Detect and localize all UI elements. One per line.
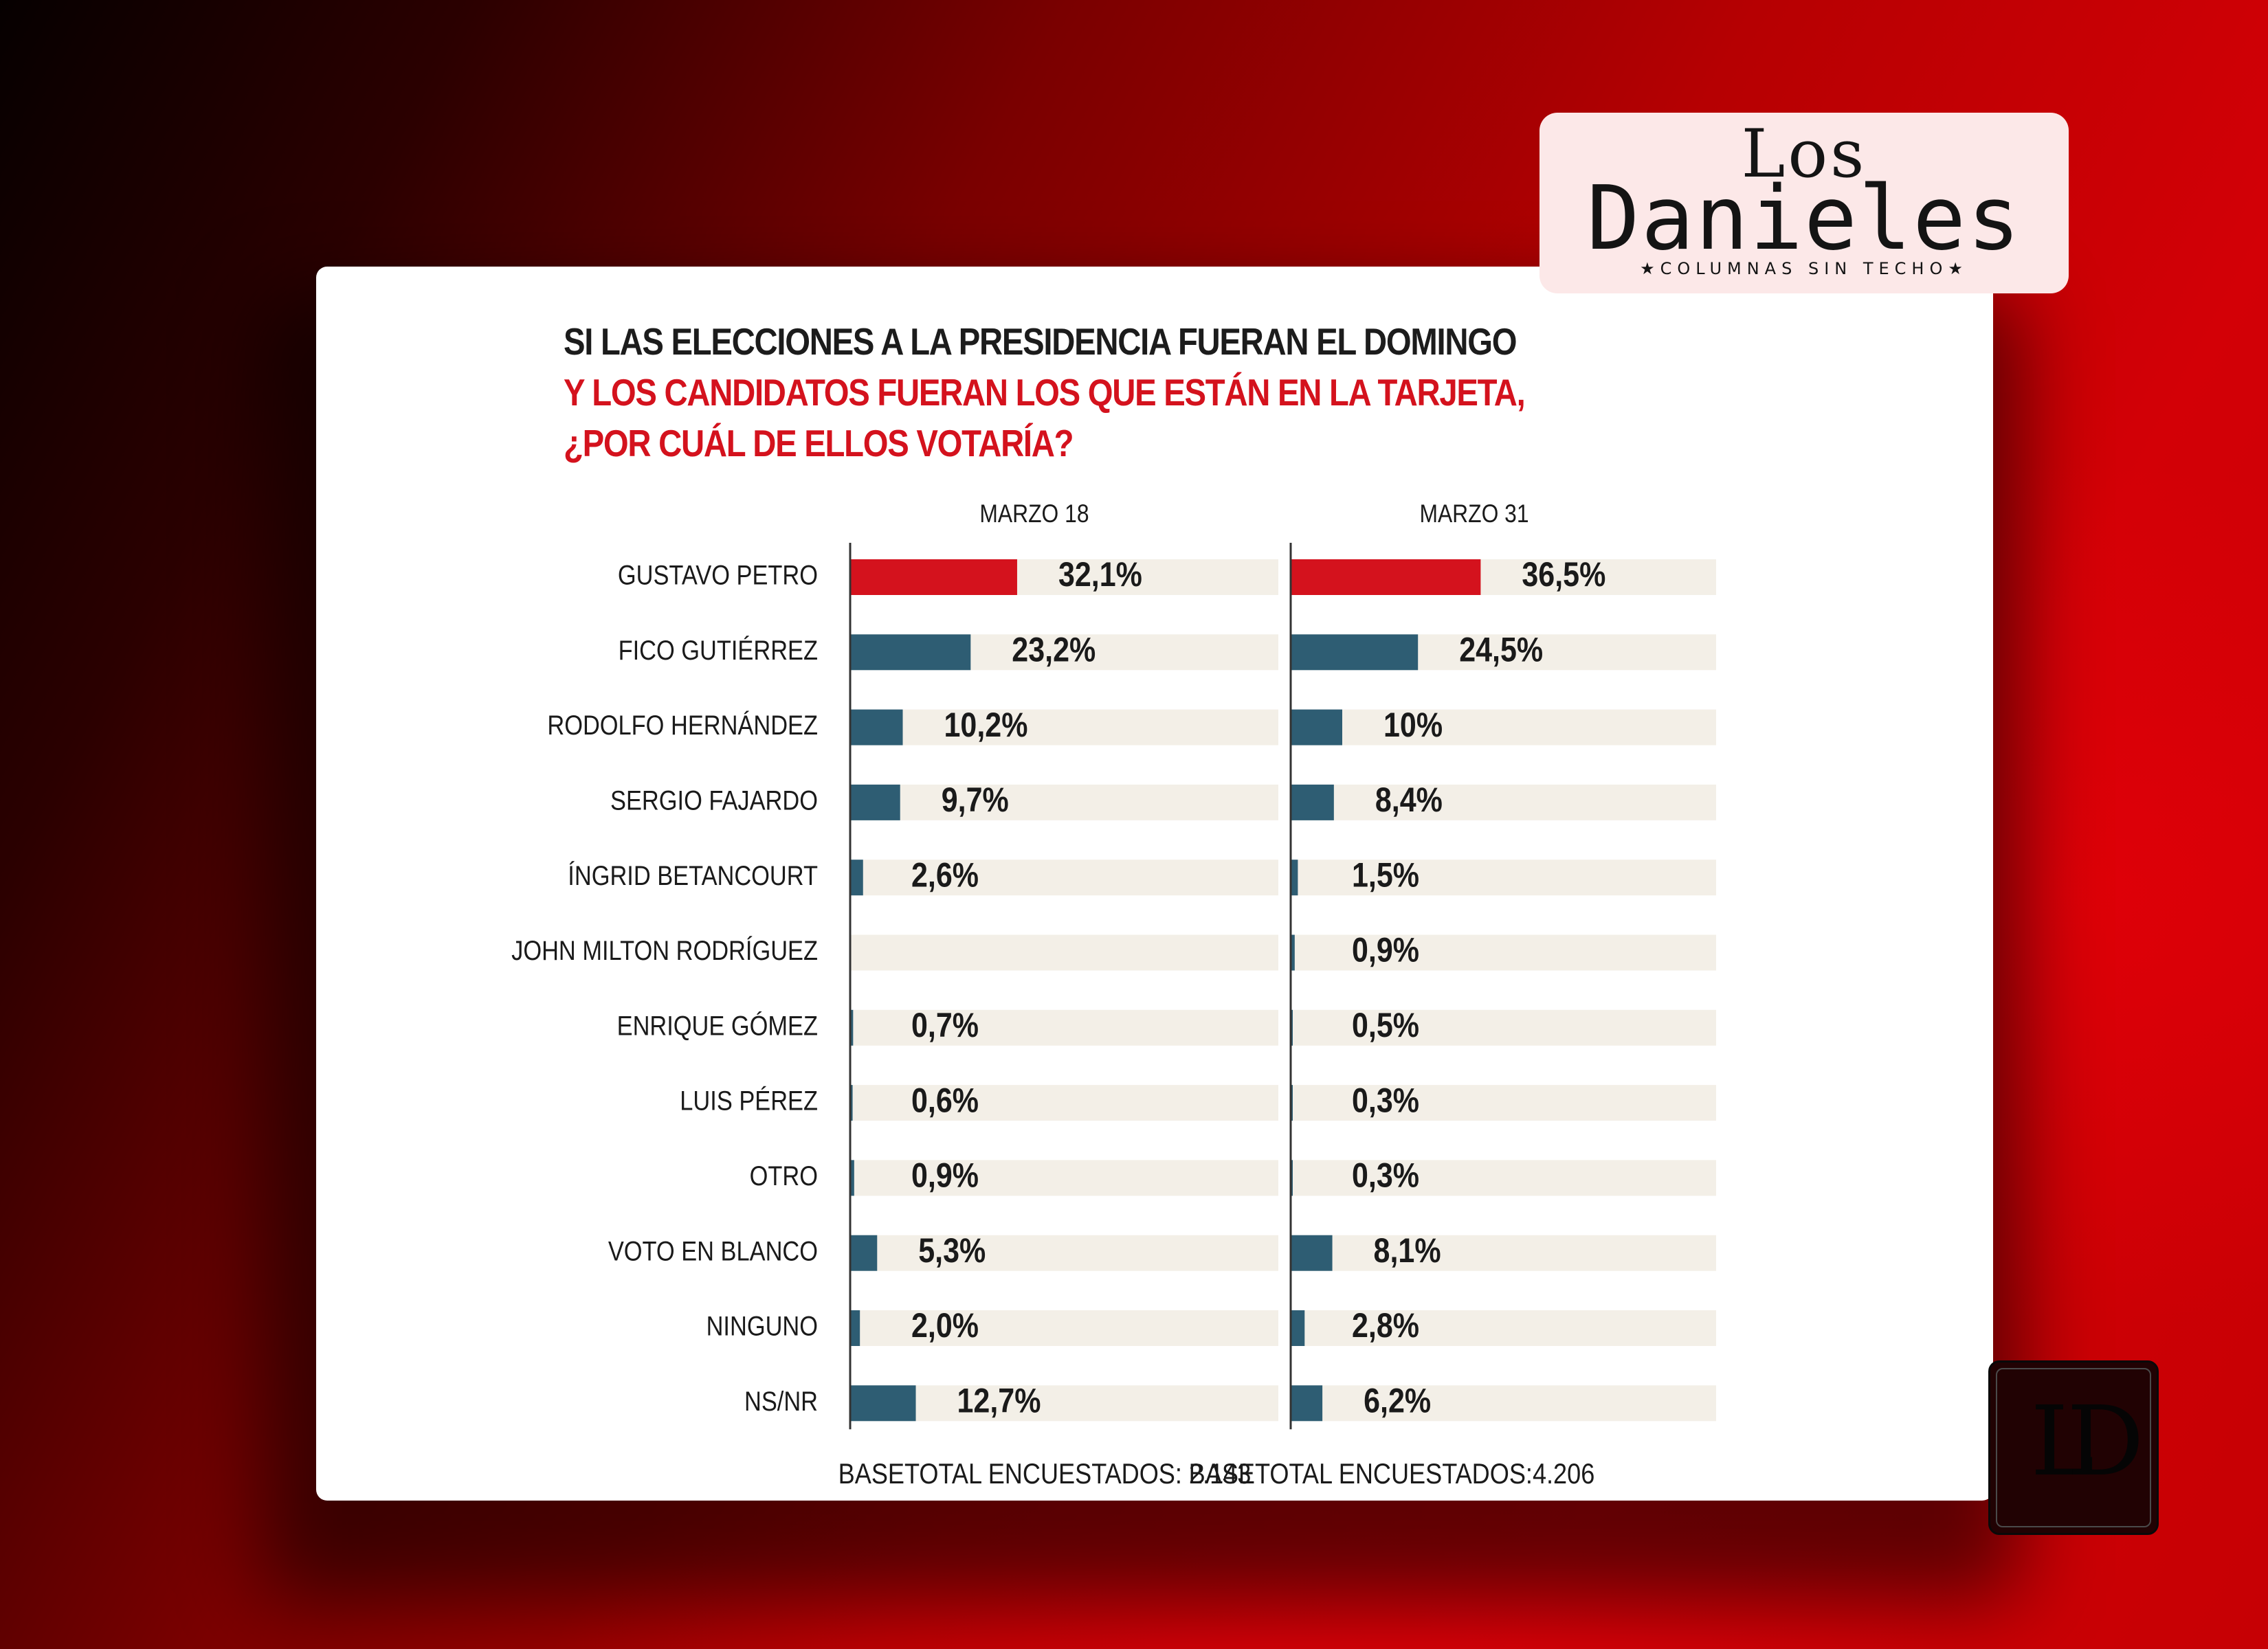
data-bar xyxy=(1290,860,1298,896)
data-label: 8,4% xyxy=(1375,781,1443,819)
category-label: LUIS PÉREZ xyxy=(680,1085,818,1116)
data-label: 36,5% xyxy=(1522,555,1605,594)
data-bar xyxy=(1290,1385,1323,1422)
data-bar xyxy=(1290,709,1342,745)
logo-tagline: ★COLUMNAS SIN TECHO★ xyxy=(1640,259,1968,278)
data-bar xyxy=(849,1160,854,1196)
category-label: FICO GUTIÉRREZ xyxy=(619,634,818,665)
bar-track xyxy=(1290,934,1716,971)
poll-card: SI LAS ELECCIONES A LA PRESIDENCIA FUERA… xyxy=(316,267,1993,1501)
series-header: MARZO 18 xyxy=(979,500,1089,528)
category-label: SERGIO FAJARDO xyxy=(610,785,818,816)
category-label: NS/NR xyxy=(744,1385,818,1416)
bar-track xyxy=(849,1085,1278,1121)
base-total-label: BASETOTAL ENCUESTADOS:4.206 xyxy=(1189,1459,1595,1490)
data-label: 0,9% xyxy=(1352,931,1419,969)
poll-bar-chart: GUSTAVO PETRO FICO GUTIÉRREZ RODOLFO HERNÁ… xyxy=(511,500,1716,1490)
category-label: NINGUNO xyxy=(707,1310,818,1341)
bar-track xyxy=(849,860,1278,896)
bar-track xyxy=(849,1009,1278,1046)
data-label: 32,1% xyxy=(1058,555,1142,594)
bar-track xyxy=(1290,1009,1716,1046)
data-label: 24,5% xyxy=(1459,630,1543,669)
bar-track xyxy=(849,1235,1278,1271)
data-label: 0,9% xyxy=(911,1156,979,1195)
data-label: 10% xyxy=(1383,706,1443,744)
title-line-1: SI LAS ELECCIONES A LA PRESIDENCIA FUERA… xyxy=(564,320,1517,363)
data-bar xyxy=(849,1385,916,1422)
category-label: JOHN MILTON RODRÍGUEZ xyxy=(511,935,818,966)
title-line-3: ¿POR CUÁL DE ELLOS VOTARÍA? xyxy=(564,422,1074,464)
logo-line-danieles: Danieles xyxy=(1586,168,2022,270)
data-bar xyxy=(1290,1310,1305,1346)
data-bar xyxy=(849,1235,878,1271)
ld-badge-frame xyxy=(1996,1368,2151,1527)
data-label: 23,2% xyxy=(1012,630,1096,669)
bar-track xyxy=(1290,1085,1716,1121)
data-bar xyxy=(1290,934,1295,971)
bar-track xyxy=(1290,1385,1716,1422)
data-label: 2,6% xyxy=(911,855,979,894)
data-label: 0,3% xyxy=(1352,1081,1419,1119)
bar-track xyxy=(1290,1310,1716,1346)
title-line-2: Y LOS CANDIDATOS FUERAN LOS QUE ESTÁN EN… xyxy=(564,371,1526,414)
bar-track xyxy=(849,934,1278,971)
data-bar xyxy=(849,784,900,820)
bar-track xyxy=(1290,1235,1716,1271)
data-bar xyxy=(849,559,1017,595)
category-label: OTRO xyxy=(750,1160,818,1191)
data-bar xyxy=(849,709,903,745)
data-label: 1,5% xyxy=(1352,855,1419,894)
bar-track xyxy=(849,1160,1278,1196)
data-bar xyxy=(849,634,971,671)
bar-track xyxy=(849,709,1278,745)
los-danieles-logo: Los Danieles ★COLUMNAS SIN TECHO★ xyxy=(1539,113,2069,293)
category-label: GUSTAVO PETRO xyxy=(618,559,818,590)
ld-monogram-badge: LD xyxy=(1988,1360,2159,1535)
data-bar xyxy=(849,1009,854,1046)
bar-track xyxy=(1290,709,1716,745)
bar-track xyxy=(849,1385,1278,1422)
data-label: 0,3% xyxy=(1352,1156,1419,1195)
base-total-label: BASETOTAL ENCUESTADOS: 2.143 xyxy=(838,1459,1252,1490)
chart-title: SI LAS ELECCIONES A LA PRESIDENCIA FUERA… xyxy=(564,316,1681,469)
data-label: 12,7% xyxy=(957,1381,1041,1420)
data-label: 5,3% xyxy=(918,1231,986,1270)
data-label: 8,1% xyxy=(1374,1231,1441,1270)
data-label: 10,2% xyxy=(944,706,1028,744)
data-bar xyxy=(1290,784,1334,820)
data-label: 9,7% xyxy=(942,781,1009,819)
data-bar xyxy=(849,860,863,896)
data-label: 2,0% xyxy=(911,1306,979,1345)
category-label: VOTO EN BLANCO xyxy=(608,1235,818,1266)
data-bar xyxy=(1290,1235,1333,1271)
series-header: MARZO 31 xyxy=(1419,500,1528,528)
bar-track xyxy=(849,1310,1278,1346)
bar-track xyxy=(1290,784,1716,820)
bar-track xyxy=(1290,860,1716,896)
data-label: 0,5% xyxy=(1352,1006,1419,1044)
data-label: 2,8% xyxy=(1352,1306,1419,1345)
data-bar xyxy=(1290,559,1481,595)
data-bar xyxy=(1290,634,1419,671)
data-label: 6,2% xyxy=(1364,1381,1431,1420)
logo-line-los: Los xyxy=(1741,115,1867,192)
category-label: ÍNGRID BETANCOURT xyxy=(568,860,818,890)
bar-track xyxy=(849,784,1278,820)
category-label: ENRIQUE GÓMEZ xyxy=(617,1010,818,1041)
data-label: 0,7% xyxy=(911,1006,979,1044)
data-label: 0,6% xyxy=(911,1081,979,1119)
ld-monogram: LD xyxy=(2030,1386,2144,1498)
data-bar xyxy=(849,1310,860,1346)
bar-track xyxy=(1290,1160,1716,1196)
category-label: RODOLFO HERNÁNDEZ xyxy=(547,710,818,741)
